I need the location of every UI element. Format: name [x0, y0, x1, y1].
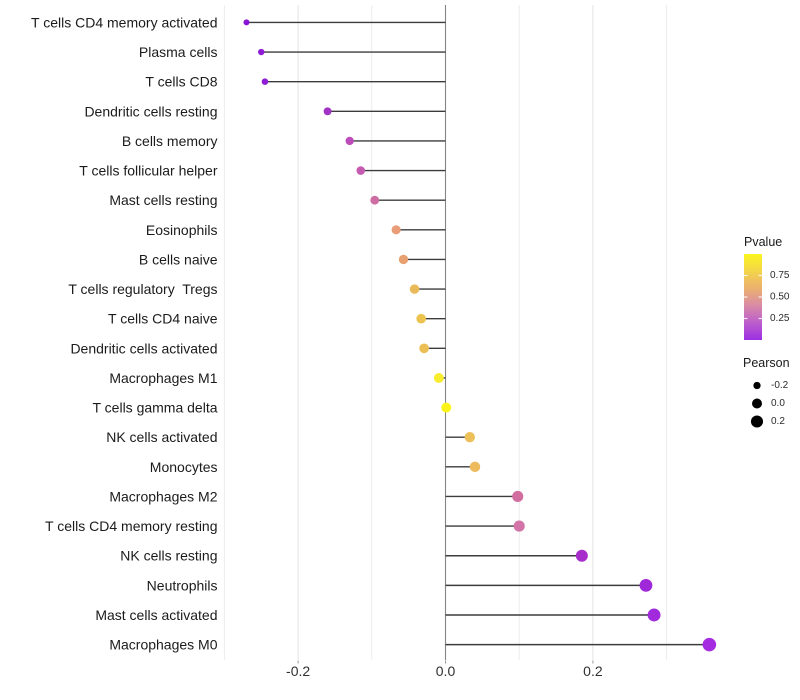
y-axis-label: Plasma cells: [139, 44, 218, 60]
lollipop-dot: [464, 432, 476, 443]
lollipop-dot: [512, 490, 524, 503]
lollipop-row: Macrophages M2: [109, 488, 524, 504]
y-axis-label: Macrophages M2: [109, 488, 217, 504]
pvalue-tick-label: 0.50: [770, 292, 790, 303]
lollipop-row: Dendritic cells activated: [70, 340, 446, 356]
lollipop-dot: [323, 107, 332, 116]
lollipop-row: B cells memory: [122, 133, 446, 149]
y-axis-label: T cells gamma delta: [92, 400, 217, 416]
pearson-legend-dot: [750, 415, 764, 428]
lollipop-row: Monocytes: [150, 459, 481, 475]
lollipop-row: Dendritic cells resting: [84, 103, 446, 119]
lollipop-dot: [370, 195, 380, 205]
lollipop-dot: [398, 254, 409, 265]
lollipop-dot: [647, 608, 661, 622]
lollipop-dot: [409, 284, 420, 294]
pearson-legend-dot: [752, 398, 762, 409]
y-axis-label: T cells CD4 memory resting: [45, 518, 217, 534]
lollipop-row: Plasma cells: [139, 44, 446, 60]
lollipop-dot: [345, 136, 354, 146]
y-axis-label: Monocytes: [150, 459, 218, 475]
y-axis-label: Macrophages M0: [109, 637, 217, 653]
lollipop-row: NK cells activated: [106, 429, 476, 445]
y-axis-label: Eosinophils: [146, 222, 218, 238]
y-axis-label: Mast cells activated: [95, 607, 217, 623]
y-axis-label: T cells follicular helper: [79, 163, 218, 179]
pearson-legend-label: -0.2: [771, 380, 789, 391]
lollipop-dot: [639, 578, 653, 592]
lollipop-dot: [356, 166, 366, 175]
lollipop-row: Macrophages M1: [109, 370, 446, 386]
pearson-legend-title: Pearson: [743, 356, 790, 370]
lollipop-row: Macrophages M0: [109, 637, 717, 653]
lollipop-dot: [441, 402, 452, 413]
lollipop-dot: [513, 520, 525, 532]
lollipop-dot: [419, 343, 429, 354]
lollipop-row: T cells gamma delta: [92, 400, 452, 416]
lollipop-dot: [575, 549, 588, 562]
y-axis-label: Dendritic cells activated: [70, 340, 217, 356]
y-axis-label: NK cells activated: [106, 429, 217, 445]
x-tick-label: -0.2: [286, 663, 310, 679]
lollipop-row: T cells follicular helper: [79, 163, 446, 179]
pvalue-gradient-bar: [744, 254, 762, 340]
lollipop-dot: [391, 225, 401, 235]
lollipop-dot: [702, 637, 717, 652]
lollipop-row: T cells CD4 naive: [108, 311, 446, 327]
y-axis-label: Neutrophils: [147, 577, 218, 593]
y-axis-label: B cells naive: [139, 251, 218, 267]
y-axis-label: T cells regulatory Tregs: [68, 281, 217, 297]
pvalue-tick-label: 0.75: [770, 270, 790, 281]
lollipop-row: Mast cells activated: [95, 607, 661, 623]
lollipop-dot: [433, 373, 444, 383]
y-axis-label: Macrophages M1: [109, 370, 217, 386]
lollipop-row: T cells regulatory Tregs: [68, 281, 446, 297]
lollipop-row: T cells CD4 memory resting: [45, 518, 525, 534]
pvalue-tick-label: 0.25: [770, 313, 790, 324]
lollipop-dot: [469, 461, 481, 473]
x-tick-label: 0.2: [583, 663, 603, 679]
lollipop-row: NK cells resting: [120, 548, 588, 564]
pearson-legend-label: 0.0: [771, 398, 785, 409]
lollipop-dot: [243, 19, 250, 26]
y-axis-label: T cells CD4 memory activated: [31, 14, 217, 30]
y-axis-label: Dendritic cells resting: [84, 103, 217, 119]
lollipop-dot: [258, 48, 265, 56]
lollipop-dot: [416, 313, 426, 324]
lollipop-dot: [261, 78, 269, 85]
y-axis-label: T cells CD8: [145, 74, 217, 90]
y-axis-label: Mast cells resting: [109, 192, 217, 208]
lollipop-row: B cells naive: [139, 251, 446, 267]
pearson-legend-dot: [753, 381, 761, 390]
y-axis-label: T cells CD4 naive: [108, 311, 218, 327]
y-axis-label: B cells memory: [122, 133, 218, 149]
lollipop-row: T cells CD8: [145, 74, 446, 90]
lollipop-row: Eosinophils: [146, 222, 446, 238]
lollipop-row: Neutrophils: [147, 577, 653, 593]
x-tick-label: 0.0: [436, 663, 456, 679]
lollipop-row: T cells CD4 memory activated: [31, 14, 446, 30]
pearson-legend-label: 0.2: [771, 416, 785, 427]
pvalue-legend-title: Pvalue: [744, 235, 782, 249]
lollipop-row: Mast cells resting: [109, 192, 446, 208]
y-axis-label: NK cells resting: [120, 548, 217, 564]
